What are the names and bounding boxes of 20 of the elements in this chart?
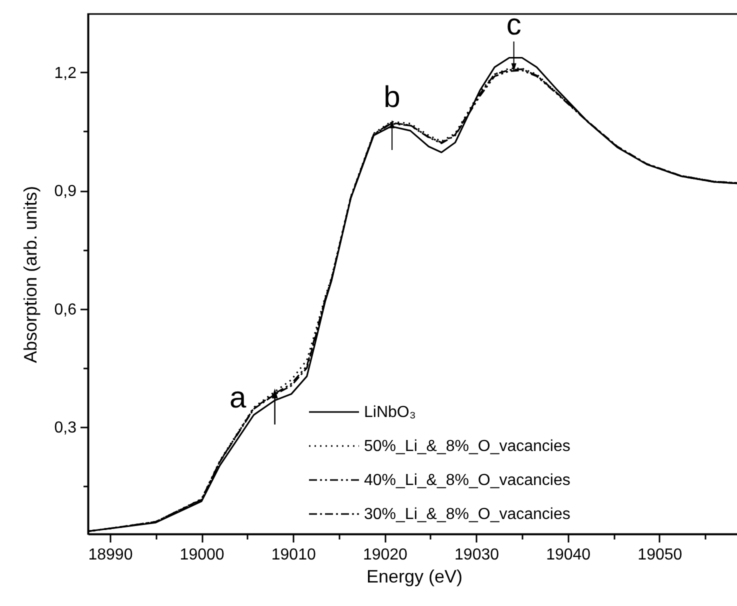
legend-label: 40%_Li_&_8%_O_vacancies xyxy=(364,472,570,489)
x-tick-label: 19030 xyxy=(454,546,500,564)
x-tick-label: 19040 xyxy=(546,546,591,564)
legend-label: LiNbO₃ xyxy=(364,404,416,421)
legend-label: 30%_Li_&_8%_O_vacancies xyxy=(364,506,570,523)
annotation: c xyxy=(506,8,522,42)
x-tick-label: 19050 xyxy=(638,546,682,564)
x-tick-label: 19010 xyxy=(271,546,316,564)
y-tick-label: 0,6 xyxy=(54,301,77,318)
y-axis-title: Absorption (arb. units) xyxy=(20,186,40,364)
y-tick-label: 1,2 xyxy=(54,64,77,82)
annotation: b xyxy=(384,81,400,114)
y-tick-label: 0,3 xyxy=(54,420,77,437)
annotation: a xyxy=(229,382,246,415)
x-axis-title: Energy (eV) xyxy=(366,566,463,586)
x-tick-label: 18990 xyxy=(88,546,133,564)
x-tick-label: 19000 xyxy=(180,546,224,564)
y-tick-label: 0,9 xyxy=(54,183,77,200)
x-tick-label: 19020 xyxy=(362,546,408,564)
legend-label: 50%_Li_&_8%_O_vacancies xyxy=(364,438,570,455)
